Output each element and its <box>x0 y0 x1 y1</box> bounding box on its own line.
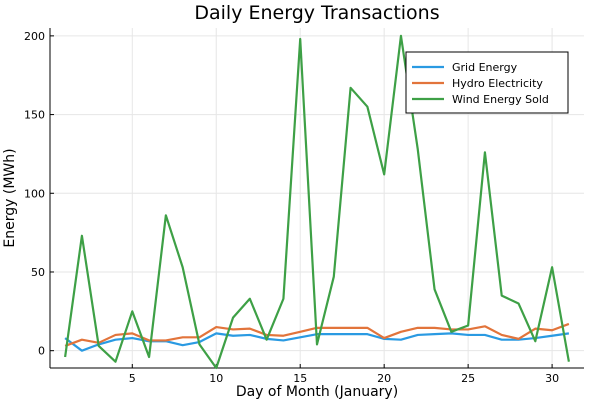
series-lines <box>64 34 570 370</box>
y-tick-label: 100 <box>24 187 45 200</box>
x-tick-label: 15 <box>293 372 307 385</box>
x-tick-label: 10 <box>209 372 223 385</box>
ticks: 5 10 15 20 25 30 0 50 100 150 200 <box>24 30 559 385</box>
legend: Grid Energy Hydro Electricity Wind Energy … <box>405 51 569 114</box>
y-tick-label: 150 <box>24 109 45 122</box>
x-axis-label: Day of Month (January) <box>236 384 398 400</box>
axes <box>49 28 584 369</box>
y-tick-label: 50 <box>31 266 45 279</box>
x-tick-label: 25 <box>461 372 475 385</box>
series-line-2 <box>64 34 570 370</box>
y-axis-label: Energy (MWh) <box>2 148 18 247</box>
x-tick-label: 20 <box>377 372 391 385</box>
chart-title: Daily Energy Transactions <box>194 2 439 24</box>
y-tick-label: 0 <box>38 345 45 358</box>
x-tick-label: 5 <box>129 372 136 385</box>
y-tick-label: 200 <box>24 30 45 43</box>
x-tick-label: 30 <box>545 372 559 385</box>
legend-label: Hydro Electricity <box>452 77 543 90</box>
legend-label: Wind Energy Sold <box>452 93 549 106</box>
legend-label: Grid Energy <box>452 61 518 74</box>
